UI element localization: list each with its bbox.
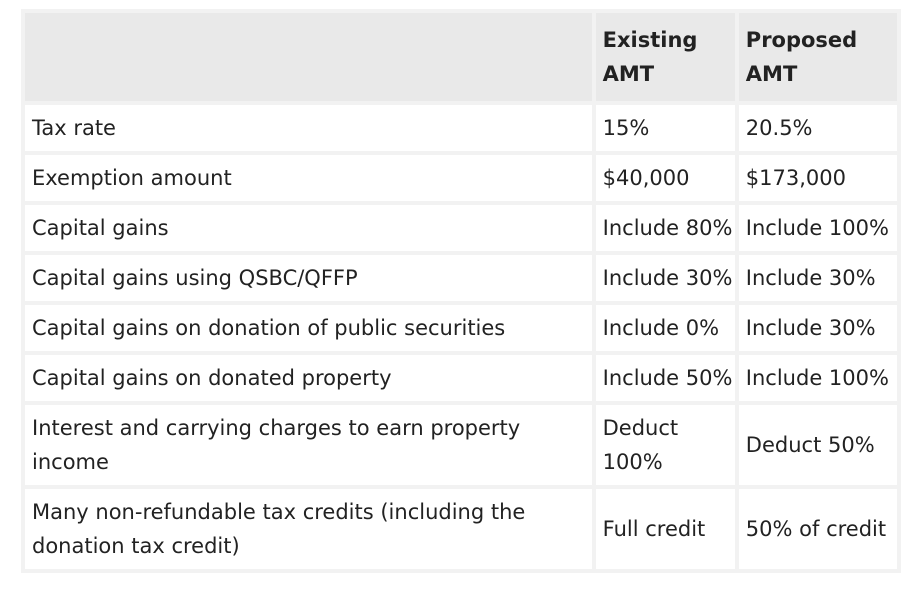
existing-value: Full credit xyxy=(595,489,735,569)
table-row: Interest and carrying charges to earn pr… xyxy=(25,405,897,485)
row-label: Capital gains using QSBC/QFFP xyxy=(25,255,592,301)
proposed-value: 20.5% xyxy=(738,105,897,151)
row-label: Interest and carrying charges to earn pr… xyxy=(25,405,592,485)
header-proposed-amt: Proposed AMT xyxy=(738,13,897,101)
header-existing-amt: Existing AMT xyxy=(595,13,735,101)
table-row: Capital gains Include 80% Include 100% xyxy=(25,205,897,251)
proposed-value: Include 30% xyxy=(738,305,897,351)
proposed-value: Include 100% xyxy=(738,355,897,401)
row-label: Capital gains on donated property xyxy=(25,355,592,401)
row-label: Capital gains xyxy=(25,205,592,251)
row-label: Many non-refundable tax credits (includi… xyxy=(25,489,592,569)
row-label: Capital gains on donation of public secu… xyxy=(25,305,592,351)
table-row: Tax rate 15% 20.5% xyxy=(25,105,897,151)
existing-value: Include 80% xyxy=(595,205,735,251)
existing-value: $40,000 xyxy=(595,155,735,201)
amt-comparison-table-container: Existing AMT Proposed AMT Tax rate 15% 2… xyxy=(21,9,901,573)
table-row: Exemption amount $40,000 $173,000 xyxy=(25,155,897,201)
table-row: Capital gains using QSBC/QFFP Include 30… xyxy=(25,255,897,301)
table-row: Capital gains on donation of public secu… xyxy=(25,305,897,351)
existing-value: Deduct 100% xyxy=(595,405,735,485)
existing-value: Include 0% xyxy=(595,305,735,351)
existing-value: Include 50% xyxy=(595,355,735,401)
proposed-value: 50% of credit xyxy=(738,489,897,569)
header-cell-empty xyxy=(25,13,592,101)
amt-comparison-table: Existing AMT Proposed AMT Tax rate 15% 2… xyxy=(21,9,901,573)
existing-value: 15% xyxy=(595,105,735,151)
row-label: Exemption amount xyxy=(25,155,592,201)
proposed-value: Include 100% xyxy=(738,205,897,251)
table-row: Capital gains on donated property Includ… xyxy=(25,355,897,401)
proposed-value: Deduct 50% xyxy=(738,405,897,485)
proposed-value: $173,000 xyxy=(738,155,897,201)
proposed-value: Include 30% xyxy=(738,255,897,301)
existing-value: Include 30% xyxy=(595,255,735,301)
table-row: Many non-refundable tax credits (includi… xyxy=(25,489,897,569)
row-label: Tax rate xyxy=(25,105,592,151)
table-header-row: Existing AMT Proposed AMT xyxy=(25,13,897,101)
